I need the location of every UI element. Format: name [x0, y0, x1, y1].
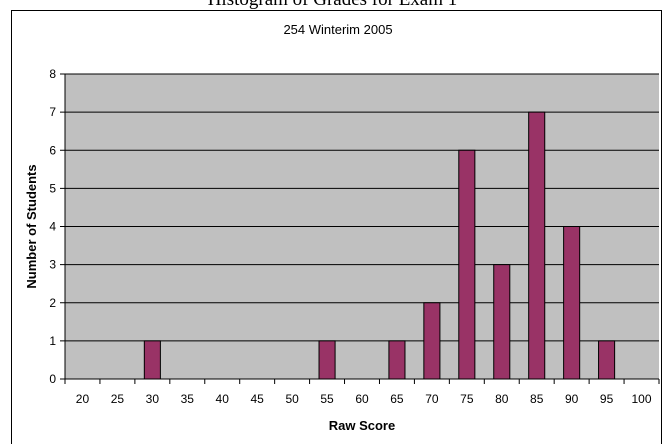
- chart-title: 254 Winterim 2005: [283, 22, 392, 37]
- x-tick-label: 45: [250, 392, 264, 406]
- y-tick-label: 6: [49, 143, 56, 157]
- y-tick-label: 1: [49, 334, 56, 348]
- x-tick-label: 40: [216, 392, 230, 406]
- x-tick-label: 20: [76, 392, 90, 406]
- bar-95: [598, 340, 616, 380]
- x-tick-label: 50: [285, 392, 299, 406]
- x-tick-label: 35: [181, 392, 195, 406]
- x-tick-label: 30: [146, 392, 160, 406]
- bar-55: [318, 340, 336, 380]
- bar-75: [458, 149, 476, 380]
- x-tick-labels: 20 25 30 35 40 45 50 55 60 65 70 75 80 85 90 95 100: [76, 392, 652, 406]
- y-tick-label: 2: [49, 296, 56, 310]
- y-tick-label: 7: [49, 105, 56, 119]
- y-tick-label: 4: [49, 220, 56, 234]
- y-tick-label: 8: [49, 67, 56, 81]
- x-tick-label: 60: [355, 392, 369, 406]
- y-tick-label: 5: [49, 181, 56, 195]
- y-tick-labels: 0 1 2 3 4 5 6 7 8: [49, 67, 56, 386]
- x-tick-label: 65: [390, 392, 404, 406]
- page-caption: Histogram of Grades for Exam 1: [0, 0, 665, 11]
- bar-30: [143, 340, 161, 380]
- bar-80: [493, 264, 511, 380]
- axes: [60, 73, 660, 384]
- x-tick-label: 85: [530, 392, 544, 406]
- x-tick-label: 25: [111, 392, 125, 406]
- bar-90: [563, 226, 581, 380]
- gridlines: [65, 73, 659, 342]
- y-tick-label: 3: [49, 258, 56, 272]
- x-tick-label: 90: [565, 392, 579, 406]
- x-tick-label: 70: [425, 392, 439, 406]
- bar-70: [423, 302, 441, 380]
- x-tick-label: 80: [495, 392, 509, 406]
- x-tick-label: 100: [632, 392, 652, 406]
- bar-65: [388, 340, 406, 380]
- x-tick-label: 75: [460, 392, 474, 406]
- y-axis-label: Number of Students: [24, 164, 39, 288]
- x-tick-label: 95: [600, 392, 614, 406]
- x-axis-label: Raw Score: [329, 418, 395, 433]
- bar-85: [528, 111, 546, 380]
- x-tick-label: 55: [320, 392, 334, 406]
- bars: [143, 111, 616, 380]
- y-tick-label: 0: [49, 372, 56, 386]
